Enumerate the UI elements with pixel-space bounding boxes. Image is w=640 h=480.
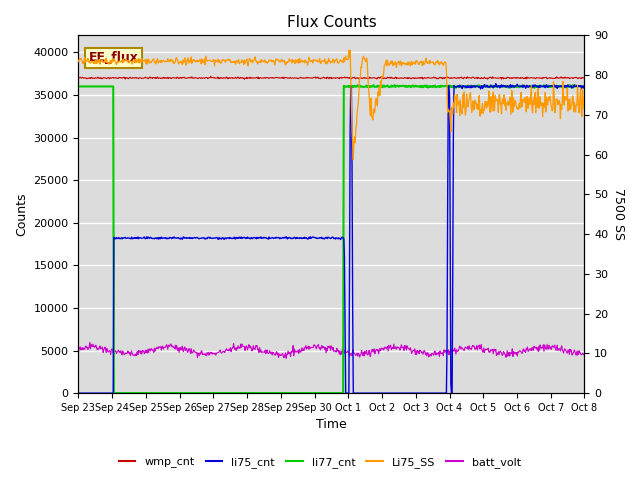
- X-axis label: Time: Time: [316, 419, 347, 432]
- Text: EE_flux: EE_flux: [88, 51, 138, 64]
- Title: Flux Counts: Flux Counts: [287, 15, 376, 30]
- Y-axis label: 7500 SS: 7500 SS: [612, 188, 625, 240]
- Y-axis label: Counts: Counts: [15, 192, 28, 236]
- Legend: wmp_cnt, li75_cnt, li77_cnt, Li75_SS, batt_volt: wmp_cnt, li75_cnt, li77_cnt, Li75_SS, ba…: [115, 452, 525, 472]
